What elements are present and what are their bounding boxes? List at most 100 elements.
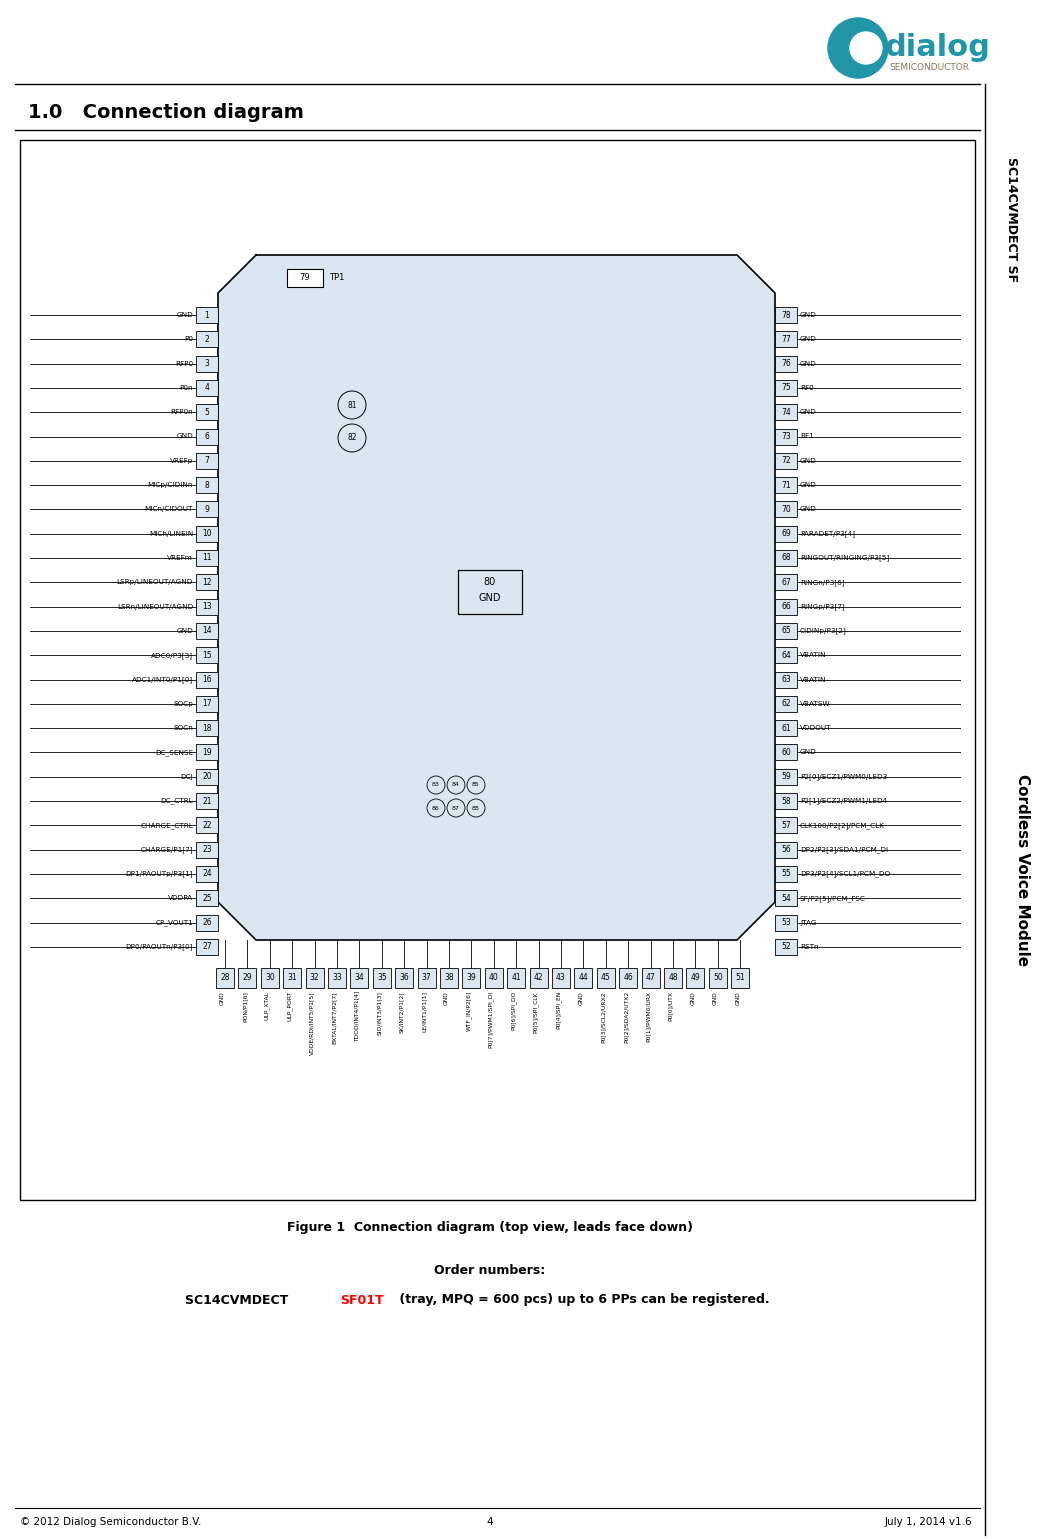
Text: TP1: TP1 bbox=[329, 274, 344, 283]
Text: 64: 64 bbox=[781, 651, 790, 660]
Text: SIO/INT3/P1[3]: SIO/INT3/P1[3] bbox=[376, 991, 382, 1034]
Text: 58: 58 bbox=[781, 797, 790, 805]
FancyBboxPatch shape bbox=[196, 477, 218, 492]
FancyBboxPatch shape bbox=[418, 968, 436, 988]
FancyBboxPatch shape bbox=[775, 842, 797, 857]
Text: 26: 26 bbox=[202, 917, 212, 926]
FancyBboxPatch shape bbox=[196, 890, 218, 906]
Polygon shape bbox=[218, 255, 775, 940]
Text: GND: GND bbox=[800, 337, 816, 342]
Text: 81: 81 bbox=[347, 400, 357, 409]
Text: (tray, MPQ = 600 pcs) up to 6 PPs can be registered.: (tray, MPQ = 600 pcs) up to 6 PPs can be… bbox=[395, 1293, 770, 1307]
Text: 8: 8 bbox=[205, 480, 209, 489]
Text: 42: 42 bbox=[534, 974, 544, 982]
FancyBboxPatch shape bbox=[775, 599, 797, 614]
Text: RFP0: RFP0 bbox=[175, 360, 193, 366]
FancyBboxPatch shape bbox=[775, 405, 797, 420]
FancyBboxPatch shape bbox=[287, 269, 323, 286]
Text: 14: 14 bbox=[202, 626, 212, 636]
Text: Figure 1  Connection diagram (top view, leads face down): Figure 1 Connection diagram (top view, l… bbox=[287, 1222, 693, 1234]
Text: 65: 65 bbox=[781, 626, 790, 636]
Text: 6: 6 bbox=[205, 432, 209, 442]
FancyBboxPatch shape bbox=[664, 968, 682, 988]
Text: LSRn/LINEOUT/AGND: LSRn/LINEOUT/AGND bbox=[116, 603, 193, 609]
Text: Cordless Voice Module: Cordless Voice Module bbox=[1014, 774, 1030, 966]
FancyBboxPatch shape bbox=[196, 696, 218, 713]
FancyBboxPatch shape bbox=[775, 623, 797, 639]
Text: CP_VOUT1: CP_VOUT1 bbox=[155, 919, 193, 926]
Text: P0[7]/PWM1/SPI_DI: P0[7]/PWM1/SPI_DI bbox=[488, 991, 494, 1048]
FancyBboxPatch shape bbox=[775, 793, 797, 810]
Text: BXTAL/INT7/P2[7]: BXTAL/INT7/P2[7] bbox=[332, 991, 337, 1043]
Text: 68: 68 bbox=[781, 554, 790, 562]
Circle shape bbox=[850, 32, 882, 65]
FancyBboxPatch shape bbox=[709, 968, 727, 988]
Text: 59: 59 bbox=[781, 773, 790, 782]
FancyBboxPatch shape bbox=[775, 939, 797, 954]
FancyBboxPatch shape bbox=[597, 968, 615, 988]
Text: VBATIN: VBATIN bbox=[800, 653, 827, 659]
Text: GND: GND bbox=[800, 506, 816, 512]
Text: 2: 2 bbox=[205, 336, 209, 343]
Text: GND: GND bbox=[800, 360, 816, 366]
Text: GND: GND bbox=[712, 991, 718, 1005]
FancyBboxPatch shape bbox=[775, 331, 797, 348]
Text: dialog: dialog bbox=[885, 34, 991, 63]
Text: GND: GND bbox=[478, 593, 501, 603]
Text: GND: GND bbox=[578, 991, 583, 1005]
Text: 31: 31 bbox=[287, 974, 297, 982]
Text: SEMICONDUCTOR: SEMICONDUCTOR bbox=[889, 63, 969, 72]
FancyBboxPatch shape bbox=[775, 890, 797, 906]
Text: SC14CVMDECT SF: SC14CVMDECT SF bbox=[1006, 157, 1018, 283]
Text: 27: 27 bbox=[202, 942, 212, 951]
Text: 16: 16 bbox=[202, 676, 212, 683]
Text: JTAG: JTAG bbox=[800, 919, 816, 925]
Text: GND: GND bbox=[691, 991, 696, 1005]
Text: 84: 84 bbox=[452, 782, 460, 788]
FancyBboxPatch shape bbox=[642, 968, 659, 988]
Text: 45: 45 bbox=[601, 974, 610, 982]
FancyBboxPatch shape bbox=[731, 968, 749, 988]
FancyBboxPatch shape bbox=[196, 720, 218, 736]
FancyBboxPatch shape bbox=[440, 968, 458, 988]
Text: 23: 23 bbox=[202, 845, 212, 854]
Text: 13: 13 bbox=[202, 602, 212, 611]
Text: 17: 17 bbox=[202, 699, 212, 708]
FancyBboxPatch shape bbox=[775, 696, 797, 713]
FancyBboxPatch shape bbox=[283, 968, 302, 988]
FancyBboxPatch shape bbox=[196, 428, 218, 445]
Text: 53: 53 bbox=[781, 917, 790, 926]
FancyBboxPatch shape bbox=[196, 526, 218, 542]
FancyBboxPatch shape bbox=[508, 968, 525, 988]
Text: GND: GND bbox=[800, 312, 816, 319]
FancyBboxPatch shape bbox=[372, 968, 391, 988]
Text: GND: GND bbox=[176, 628, 193, 634]
Text: 83: 83 bbox=[432, 782, 440, 788]
Text: 48: 48 bbox=[668, 974, 678, 982]
Text: TDOD/INT4/P1[4]: TDOD/INT4/P1[4] bbox=[355, 991, 360, 1042]
FancyBboxPatch shape bbox=[196, 745, 218, 760]
Text: © 2012 Dialog Semiconductor B.V.: © 2012 Dialog Semiconductor B.V. bbox=[20, 1517, 202, 1527]
Text: RF0: RF0 bbox=[800, 385, 813, 391]
Text: 56: 56 bbox=[781, 845, 790, 854]
Text: GND: GND bbox=[800, 482, 816, 488]
FancyBboxPatch shape bbox=[775, 574, 797, 591]
Text: GND: GND bbox=[800, 749, 816, 756]
Text: 40: 40 bbox=[489, 974, 498, 982]
FancyBboxPatch shape bbox=[775, 502, 797, 517]
Text: 35: 35 bbox=[376, 974, 387, 982]
Text: 82: 82 bbox=[347, 434, 357, 443]
FancyBboxPatch shape bbox=[619, 968, 638, 988]
FancyBboxPatch shape bbox=[196, 866, 218, 882]
Text: GND: GND bbox=[800, 457, 816, 463]
Text: P0[5]/SPI_CLK: P0[5]/SPI_CLK bbox=[532, 991, 539, 1033]
Text: 15: 15 bbox=[202, 651, 212, 660]
FancyBboxPatch shape bbox=[686, 968, 704, 988]
Text: VDDPA: VDDPA bbox=[167, 896, 193, 902]
Text: VBATIN: VBATIN bbox=[800, 677, 827, 682]
Text: 49: 49 bbox=[691, 974, 700, 982]
Text: 43: 43 bbox=[556, 974, 566, 982]
FancyBboxPatch shape bbox=[775, 671, 797, 688]
Text: 4: 4 bbox=[205, 383, 209, 392]
Text: 24: 24 bbox=[202, 870, 212, 879]
